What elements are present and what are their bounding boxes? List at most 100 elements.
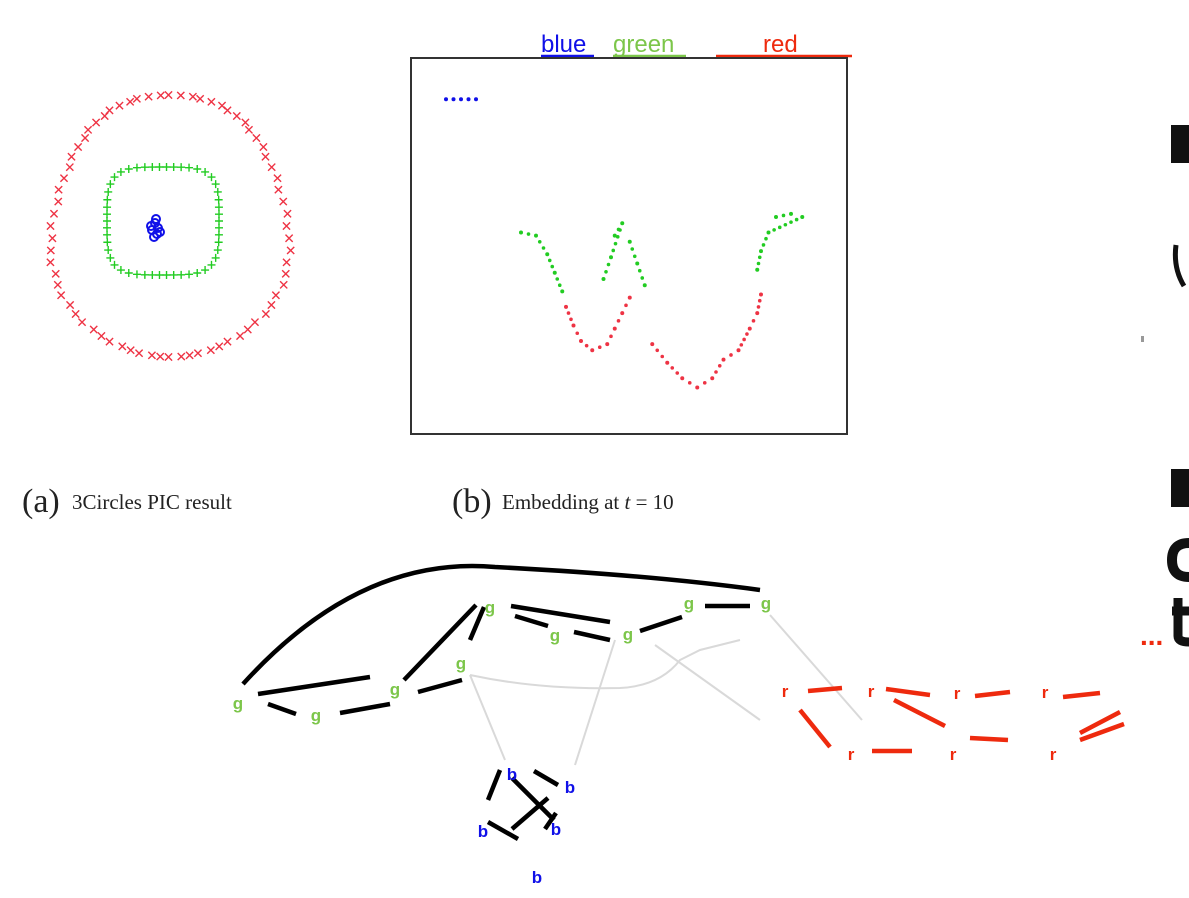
weak-edge [469, 674, 506, 761]
red-point [742, 337, 746, 342]
green-plus-marker [103, 223, 112, 232]
green-plus-marker [104, 187, 113, 196]
green-point [630, 247, 635, 251]
green-plus-marker [155, 271, 164, 279]
red-x-marker [261, 152, 270, 161]
red-point [590, 348, 595, 353]
red-point [710, 376, 715, 381]
green-point [637, 268, 642, 273]
red-x-marker [53, 280, 62, 289]
green-plus-marker [104, 246, 113, 255]
panel-b-frame [410, 57, 848, 435]
red-x-marker [193, 349, 203, 358]
green-plus-marker [103, 238, 112, 247]
green-plus-marker [106, 253, 115, 262]
green-plus-marker [214, 238, 223, 247]
green-plus-marker [169, 163, 178, 172]
green-plus-marker [103, 217, 111, 225]
red-node: r [848, 745, 855, 764]
red-cluster-edge [807, 685, 843, 694]
green-point [755, 267, 760, 272]
green-point [555, 277, 560, 281]
red-x-marker [118, 342, 127, 351]
red-x-marker [267, 163, 276, 172]
green-node: g [485, 598, 495, 617]
red-x-marker [196, 94, 205, 103]
svg-text:Embedding at t = 10: Embedding at t = 10 [502, 490, 674, 514]
red-cluster-edge [974, 689, 1011, 699]
red-x-marker [252, 133, 261, 143]
red-point [717, 364, 722, 368]
green-plus-marker [211, 253, 220, 262]
red-x-marker [164, 352, 173, 362]
green-point [783, 222, 788, 227]
graph-thick-edges [241, 563, 1125, 841]
red-x-marker [49, 209, 59, 218]
red-point [759, 292, 763, 297]
green-plus-marker [177, 163, 186, 172]
red-x-marker [282, 221, 291, 231]
green-plus-marker [140, 270, 149, 279]
red-x-marker [279, 197, 288, 206]
panel-a-caption: (a) 3Circles PIC result [22, 483, 232, 520]
green-point [757, 255, 762, 260]
red-x-marker [54, 185, 63, 194]
panel-b-caption-var: t [624, 490, 631, 514]
red-point [670, 366, 675, 370]
fragment-6 [1172, 598, 1189, 647]
red-x-marker [54, 197, 63, 206]
legend-red-label: red [763, 31, 798, 58]
red-point [579, 339, 583, 343]
legend-blue-label: blue [541, 31, 586, 58]
green-point [552, 270, 557, 275]
red-point [584, 343, 589, 348]
red-point [745, 332, 749, 336]
blue-node: b [532, 868, 542, 887]
fragment-4 [1172, 244, 1187, 288]
green-point [620, 221, 625, 226]
green-plus-marker [132, 163, 141, 172]
red-point [655, 348, 660, 353]
green-point [606, 262, 611, 267]
fragment-5 [1141, 336, 1144, 342]
red-point [695, 385, 700, 390]
green-point [541, 246, 546, 250]
red-point [605, 342, 610, 347]
green-plus-marker [214, 203, 223, 212]
green-plus-marker [207, 260, 216, 269]
red-point [751, 319, 756, 323]
red-cluster-edge [892, 697, 947, 729]
red-x-marker [147, 351, 157, 360]
red-x-marker [281, 269, 290, 278]
green-point [526, 232, 531, 236]
red-x-marker [134, 349, 144, 358]
red-node: r [782, 682, 789, 701]
red-x-marker [89, 325, 98, 334]
red-point [687, 381, 692, 385]
green-plus-marker [124, 164, 133, 173]
strong-edge [486, 820, 520, 841]
red-point [714, 370, 718, 374]
red-x-marker [83, 125, 93, 134]
red-x-marker [177, 352, 186, 361]
red-node: r [1042, 683, 1049, 702]
red-point [757, 298, 762, 303]
green-plus-marker [132, 270, 141, 279]
red-x-marker [232, 111, 241, 121]
blue-cluster-marker [146, 221, 156, 231]
green-point [640, 276, 645, 280]
green-point [627, 239, 632, 244]
green-plus-marker [155, 163, 164, 171]
green-plus-marker [162, 271, 171, 279]
green-plus-marker [162, 163, 171, 171]
green-plus-marker [140, 163, 149, 172]
red-x-marker [46, 258, 55, 267]
weak-edge [469, 639, 741, 690]
strong-edge [485, 769, 503, 801]
red-x-marker [80, 133, 90, 143]
green-plus-marker [177, 270, 186, 279]
green-point [615, 235, 620, 239]
green-point [761, 243, 766, 247]
strong-edge [510, 776, 556, 822]
